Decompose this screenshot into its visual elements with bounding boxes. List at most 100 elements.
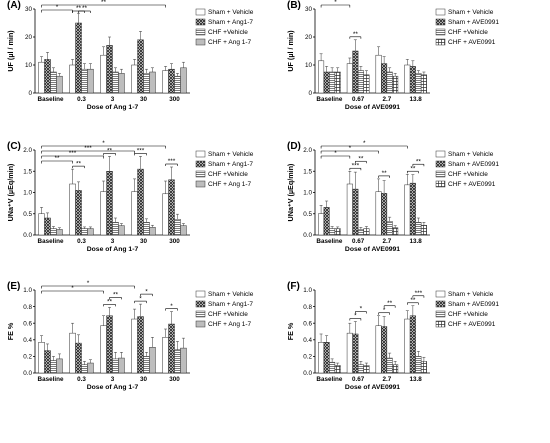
bar: [352, 333, 359, 374]
bar: [180, 347, 187, 374]
legend-label: CHF +Vehicle: [208, 171, 248, 178]
bar: [75, 342, 82, 374]
x-tick-label: Baseline: [38, 96, 64, 103]
significance-label: **: [76, 160, 82, 167]
y-axis-label: FE %: [286, 322, 295, 340]
bar: [81, 364, 88, 374]
legend-swatch: [195, 180, 206, 188]
legend-swatch: [195, 8, 206, 16]
bar: [100, 54, 107, 94]
legend-label: Sham + Vehicle: [448, 151, 494, 158]
significance-label: *: [139, 295, 142, 302]
bar: [38, 61, 45, 94]
legend-swatch: [435, 300, 446, 308]
y-tick-label: 20: [25, 34, 33, 41]
bar: [404, 184, 411, 236]
y-tick-label: 1.0: [23, 287, 32, 294]
x-tick-label: Baseline: [38, 376, 64, 383]
x-tick-label: 30: [140, 238, 148, 245]
y-tick-label: 0: [308, 90, 312, 97]
y-tick-label: 1.5: [23, 168, 32, 175]
bar: [168, 179, 175, 236]
significance-label: ***: [168, 158, 176, 165]
significance-label: *: [170, 303, 173, 310]
y-axis-label: UNa⁺V (µEq/min): [286, 163, 295, 221]
legend-label: Sham + AVE0991: [448, 161, 499, 168]
significance-label: **: [55, 155, 61, 162]
bar: [392, 75, 399, 94]
legend-label: CHF + AVE0991: [448, 39, 496, 46]
bar: [318, 342, 325, 374]
x-axis-label: Dose of AVE0991: [345, 384, 400, 391]
legend-swatch: [195, 300, 206, 308]
bar: [404, 318, 411, 374]
panel-label: (B): [287, 0, 301, 11]
significance-label: ***: [84, 145, 92, 152]
legend-swatch: [435, 28, 446, 36]
significance-label: ***: [415, 290, 423, 297]
y-axis-label: UF (µl / min): [6, 30, 15, 72]
bar: [363, 365, 370, 374]
chart-panel-d: (D) 0.0 0.5 1.0 1.5 2.0 UNa⁺V (µEq/min) Baselin…: [286, 140, 499, 253]
bar: [162, 70, 169, 94]
significance-label: *: [102, 140, 105, 147]
y-tick-label: 0.6: [303, 320, 312, 327]
bar: [87, 228, 94, 236]
legend-swatch: [435, 310, 446, 318]
x-tick-label: 300: [169, 238, 180, 245]
bar: [180, 225, 187, 236]
legend-label: Sham + AVE0991: [448, 19, 499, 26]
bar: [131, 64, 138, 94]
y-tick-label: 30: [305, 6, 313, 13]
x-tick-label: 300: [169, 96, 180, 103]
bar: [131, 318, 138, 374]
legend-label: CHF + Ang 1-7: [208, 39, 252, 46]
bar: [81, 68, 88, 94]
x-tick-label: 3: [111, 238, 115, 245]
legend-label: Sham + AVE0991: [448, 301, 499, 308]
chart-panel-b: (B) 0 10 20 30 UF (µl / min) Baseline 0.67 2.7 13…: [286, 0, 499, 111]
bar: [375, 54, 382, 94]
legend-label: CHF +Vehicle: [208, 29, 248, 36]
significance-label: *: [354, 313, 357, 320]
y-tick-label: 1.5: [303, 168, 312, 175]
x-tick-label: 0.67: [352, 96, 365, 103]
x-axis-label: Dose of AVE0991: [345, 104, 400, 111]
significance-label: **: [107, 299, 113, 306]
y-tick-label: 10: [305, 62, 313, 69]
significance-label: *: [71, 285, 74, 292]
bar: [38, 213, 45, 236]
bar: [75, 190, 82, 236]
y-tick-label: 0.5: [303, 211, 312, 218]
legend-label: CHF + AVE0991: [448, 181, 496, 188]
bar: [404, 64, 411, 94]
legend-label: Sham + Vehicle: [448, 291, 494, 298]
significance-label: ***: [69, 150, 77, 157]
bar: [69, 64, 76, 94]
bar: [415, 73, 422, 94]
y-tick-label: 2.0: [23, 147, 32, 154]
bar: [381, 193, 388, 236]
bar: [357, 70, 364, 94]
x-tick-label: 0.3: [77, 238, 86, 245]
y-axis-label: FE %: [6, 322, 15, 340]
x-tick-label: 0.67: [352, 238, 365, 245]
legend-swatch: [195, 150, 206, 158]
x-tick-label: 300: [169, 376, 180, 383]
bar: [352, 50, 359, 94]
bar: [363, 74, 370, 94]
bar: [118, 225, 125, 236]
bar: [174, 219, 181, 236]
legend-label: Sham + Vehicle: [448, 9, 494, 16]
bar: [409, 182, 416, 236]
chart-panel-a: (A) 0 10 20 30 UF (µl / min) Baseline 0.3 3 30 300…: [6, 0, 254, 111]
bar: [106, 45, 113, 94]
x-tick-label: 2.7: [382, 96, 391, 103]
bar: [69, 332, 76, 374]
x-tick-label: 2.7: [382, 376, 391, 383]
significance-label: ***: [137, 148, 145, 155]
x-axis-label: Dose of AVE0991: [345, 246, 400, 253]
x-tick-label: Baseline: [38, 238, 64, 245]
legend-label: CHF + Ang 1-7: [208, 181, 252, 188]
